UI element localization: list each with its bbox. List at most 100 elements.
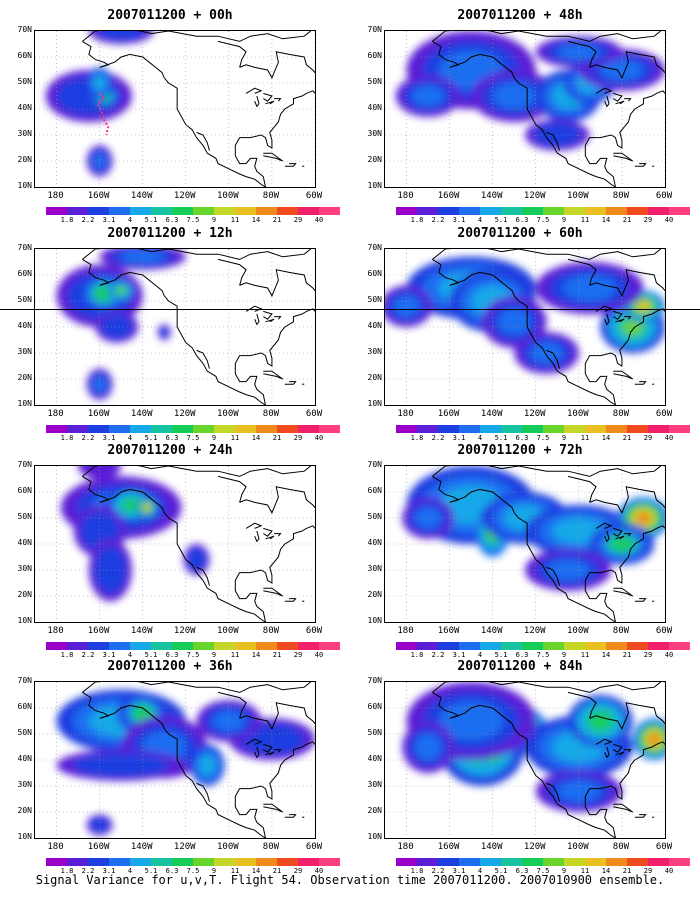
colorbar-segment — [235, 425, 256, 433]
coastline — [613, 370, 633, 380]
colorbar-label: 1.8 — [60, 651, 74, 659]
coastline — [82, 682, 312, 693]
lat-tick-label: 70N — [367, 676, 382, 685]
colorbar-label: 29 — [643, 216, 653, 224]
lat-tick-label: 30N — [17, 129, 32, 138]
colorbar-label: 40 — [314, 867, 324, 875]
colorbar-label: 6.3 — [165, 216, 179, 224]
lon-tick-label: 140W — [130, 626, 153, 636]
colorbar — [396, 642, 690, 650]
variance-blob — [121, 250, 165, 264]
coastline — [196, 131, 210, 151]
colorbar-label: 40 — [314, 434, 324, 442]
coastline — [584, 90, 665, 187]
coastline — [624, 316, 632, 320]
coastline — [82, 258, 266, 405]
colorbar-segment — [109, 642, 130, 650]
coastline — [263, 803, 283, 813]
lat-tick-label: 20N — [17, 373, 32, 382]
map-panel: 2007011200 + 72h 70N 60N 50N 40N 30N 20N 10N 180… — [350, 443, 690, 663]
colorbar-label: 5.1 — [494, 867, 508, 875]
colorbar-label: 9 — [561, 434, 567, 442]
lon-tick-label: 160W — [437, 409, 460, 419]
colorbar-segment — [298, 425, 319, 433]
coastline — [546, 782, 560, 802]
coastline — [82, 31, 312, 42]
coastline — [274, 316, 282, 320]
colorbar-label: 14 — [601, 434, 611, 442]
colorbar-segment — [480, 858, 501, 866]
colorbar-segment — [172, 858, 193, 866]
lon-tick-label: 140W — [480, 842, 503, 852]
variance-blob — [623, 319, 643, 335]
coastline — [624, 533, 632, 537]
colorbar-label: 7.5 — [536, 651, 550, 659]
lon-tick-label: 120W — [173, 409, 196, 419]
colorbar-label: 29 — [293, 216, 303, 224]
lon-tick-label: 180 — [397, 409, 414, 419]
colorbar-label: 5.1 — [144, 216, 158, 224]
colorbar-label: 2.2 — [431, 651, 445, 659]
colorbar-label: 14 — [601, 651, 611, 659]
colorbar-segment — [109, 207, 130, 215]
lon-tick-label: 140W — [480, 409, 503, 419]
coastline — [254, 746, 260, 759]
colorbar-segment — [298, 642, 319, 650]
colorbar-label: 14 — [251, 216, 261, 224]
colorbar-label: 4 — [127, 434, 133, 442]
lon-tick-label: 60W — [655, 409, 673, 419]
colorbar-label: 40 — [314, 651, 324, 659]
lon-tick-label: 100W — [217, 409, 239, 419]
lat-tick-label: 30N — [17, 564, 32, 573]
colorbar-segment — [480, 642, 501, 650]
variance-map — [385, 249, 665, 405]
coastline — [284, 381, 297, 385]
colorbar-label: 14 — [251, 434, 261, 442]
colorbar-segment — [585, 425, 606, 433]
colorbar-label: 40 — [664, 867, 674, 875]
coastline — [254, 530, 260, 543]
colorbar-label: 1.8 — [60, 434, 74, 442]
variance-blob — [96, 286, 112, 300]
lat-tick-label: 30N — [367, 780, 382, 789]
lon-tick-label: 120W — [523, 409, 546, 419]
colorbar — [46, 207, 340, 215]
lon-tick-label: 80W — [262, 626, 280, 636]
colorbar-segment — [480, 207, 501, 215]
lat-tick-label: 40N — [17, 754, 32, 763]
colorbar-label: 4 — [477, 867, 483, 875]
lon-tick-label: 60W — [655, 626, 673, 636]
lon-tick-label: 180 — [47, 409, 64, 419]
colorbar-segment — [214, 642, 235, 650]
coastline — [615, 318, 625, 323]
colorbar-label: 1.8 — [410, 867, 424, 875]
colorbar-label: 6.3 — [515, 216, 529, 224]
colorbar-segment — [522, 858, 543, 866]
colorbar-segment — [67, 642, 88, 650]
coastline — [589, 702, 665, 730]
coastline — [82, 466, 312, 477]
panel-title: 2007011200 + 36h — [107, 659, 233, 674]
colorbar-segment — [438, 858, 459, 866]
panel-title: 2007011200 + 84h — [457, 659, 583, 674]
colorbar-segment — [151, 858, 172, 866]
lon-tick-label: 160W — [87, 626, 110, 636]
variance-blob — [438, 701, 504, 741]
coastline — [595, 522, 613, 529]
colorbar-label: 5.1 — [144, 434, 158, 442]
coastline — [263, 587, 283, 597]
variance-blob — [415, 507, 441, 529]
variance-blob — [94, 546, 127, 594]
colorbar-segment — [543, 642, 564, 650]
lon-tick-label: 60W — [305, 626, 323, 636]
colorbar-segment — [109, 425, 130, 433]
lon-tick-label: 100W — [217, 191, 239, 201]
colorbar-segment — [669, 207, 690, 215]
coastline — [584, 741, 665, 838]
colorbar-label: 2.2 — [81, 651, 95, 659]
lat-tick-label: 50N — [17, 728, 32, 737]
coastline — [265, 535, 275, 540]
coastline — [432, 691, 616, 838]
colorbar-label: 4 — [127, 651, 133, 659]
lon-tick-label: 60W — [655, 191, 673, 201]
